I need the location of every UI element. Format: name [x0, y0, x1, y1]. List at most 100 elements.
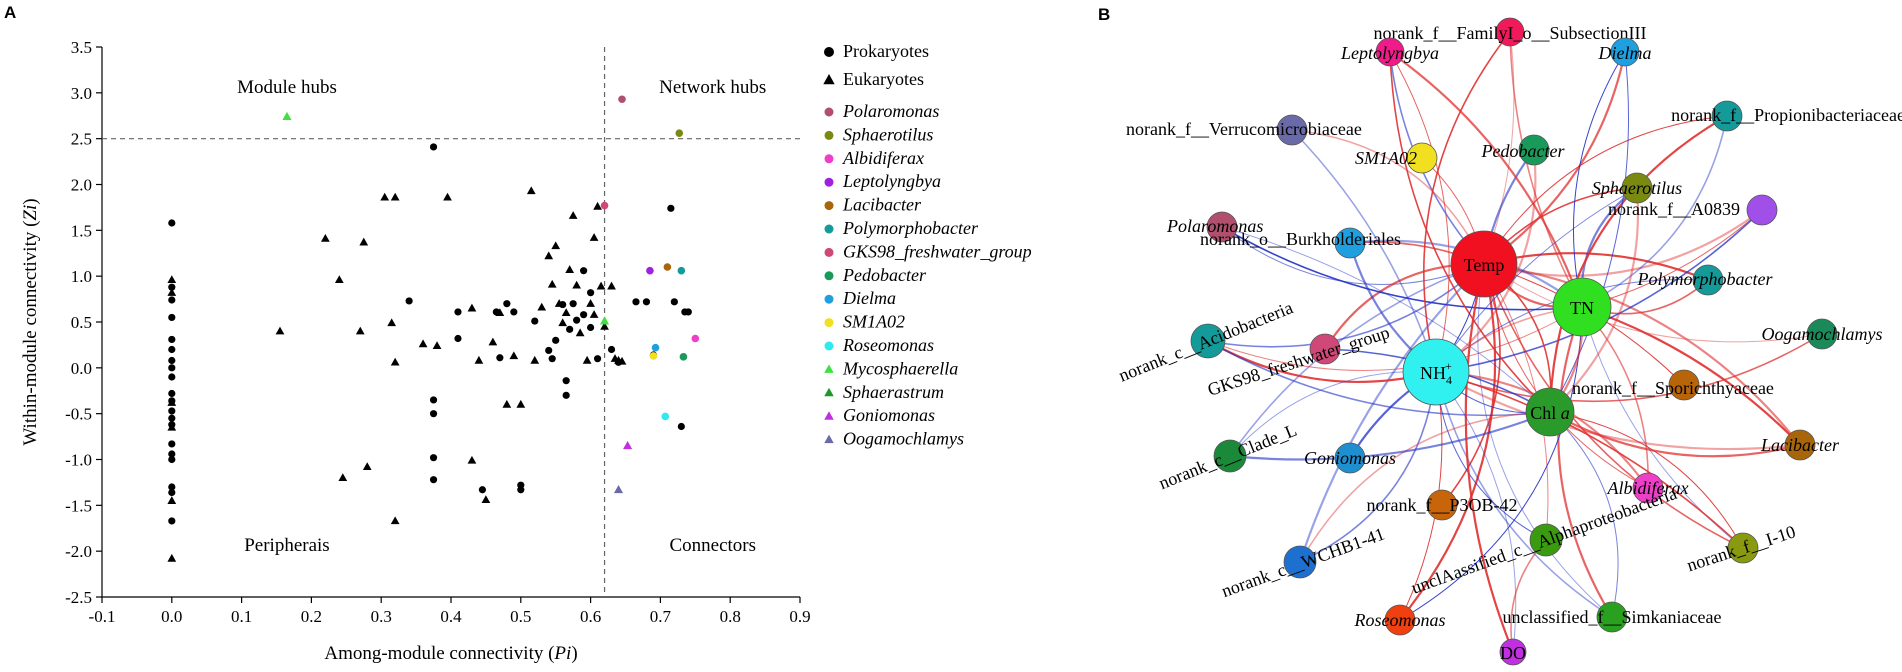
prokaryote-point [548, 355, 556, 363]
prokaryote-point [580, 267, 588, 275]
network-edge [1291, 129, 1437, 373]
network-edge [1435, 333, 1823, 403]
prokaryote-point [496, 354, 504, 362]
prokaryote-point [168, 414, 176, 422]
prokaryote-point [569, 300, 577, 308]
prokaryote-point [168, 483, 176, 491]
point-dielma [651, 343, 660, 352]
quadrant-module-hubs: Module hubs [237, 77, 337, 98]
node-chla [1525, 387, 1575, 437]
node-do [1499, 638, 1527, 666]
eukaryote-point [481, 495, 491, 504]
point-pedobacter [679, 353, 688, 361]
eukaryote-point [582, 355, 592, 364]
node-label-verruco: norank_f__Verrucomicrobiaceae [1126, 119, 1362, 139]
prokaryote-point [454, 334, 462, 343]
legend-marker-lacibacter [824, 201, 834, 211]
legend-taxon-label: Lacibacter [842, 195, 922, 215]
eukaryote-point [390, 516, 400, 525]
legend-taxon-label: Mycosphaerella [842, 358, 958, 378]
network-edge [1389, 51, 1450, 373]
prokaryote-point [168, 488, 176, 497]
prokaryote-point [168, 450, 176, 458]
prokaryote-point [168, 389, 176, 398]
network-edge [1477, 263, 1613, 618]
point-goniomonas [623, 440, 633, 450]
prokaryote-point [587, 289, 595, 297]
quadrant-peripherals: Peripherais [244, 535, 329, 556]
eukaryote-point [474, 355, 484, 364]
x-axis-title: Among-module connectivity (Pi) [324, 643, 577, 664]
eukaryote-point [355, 326, 365, 335]
node-burkholderiales [1334, 227, 1366, 259]
point-sphaerotilus [675, 129, 684, 137]
eukaryote-point [418, 339, 428, 348]
network-edge [1549, 411, 1801, 458]
y-tick-label: -2.5 [65, 588, 92, 607]
quadrant-connectors: Connectors [669, 535, 756, 556]
x-tick-label: 0.3 [371, 607, 392, 626]
eukaryote-point [600, 321, 609, 330]
y-tick-label: 2.0 [71, 176, 92, 195]
y-tick-label: -0.5 [65, 405, 92, 424]
prokaryote-point [517, 486, 525, 494]
eukaryote-point [544, 251, 554, 260]
eukaryote-point [551, 241, 561, 250]
x-tick-label: 0.5 [510, 607, 531, 626]
point-polymorphobacter [677, 266, 686, 275]
prokaryote-point [168, 364, 176, 372]
x-tick-label: 0.2 [301, 607, 322, 626]
eukaryote-point [558, 318, 568, 327]
scatter-legend: Prokaryotes Eukaryotes Polaromonas Sphaerot… [823, 41, 1032, 449]
legend-marker-goniomonas [824, 411, 834, 420]
prokaryote-point [503, 300, 511, 308]
node-propioni [1711, 100, 1743, 132]
point-oogamochlamys [613, 484, 624, 494]
x-tick-label: 0.7 [650, 607, 672, 626]
node-label-roseomonas: Roseomonas [1354, 610, 1446, 630]
prokaryote-point [429, 454, 438, 462]
node-temp [1450, 230, 1518, 298]
network-edge [1435, 209, 1763, 373]
eukaryote-point [362, 462, 372, 471]
point-sm1a02 [649, 352, 658, 360]
eukaryote-point [593, 201, 602, 210]
legend-taxon-label: GKS98_freshwater_group [843, 241, 1032, 261]
network-edge [1581, 115, 1728, 308]
eukaryote-point [537, 302, 547, 311]
eukaryote-point [568, 211, 578, 219]
y-tick-label: 1.5 [71, 221, 92, 240]
panel-a-label: A [4, 3, 16, 22]
prokaryote-point [168, 313, 176, 322]
network-edge [1435, 187, 1638, 373]
legend-taxon-label: Oogamochlamys [843, 429, 964, 449]
eukaryote-point [589, 233, 599, 241]
legend-taxon-label: Pedobacter [842, 265, 927, 285]
legend-marker-sm1a02 [824, 318, 834, 328]
legend-taxon-label: Roseomonas [842, 335, 934, 355]
x-tick-label: -0.1 [89, 607, 116, 626]
network-edge [1548, 115, 1728, 413]
prokaryote-point [429, 410, 438, 418]
eukaryote-point [547, 279, 557, 288]
legend-marker-roseomonas [824, 341, 834, 351]
eukaryote-point [516, 399, 526, 408]
y-tick-label: 0.5 [71, 313, 92, 332]
node-label-lacibacter: Lacibacter [1760, 435, 1840, 455]
node-label-dielma: Dielma [1598, 43, 1652, 63]
legend-taxon-label: Sphaerastrum [843, 382, 944, 402]
legend-marker-sphaerotilus [824, 130, 834, 140]
x-tick-label: 0.0 [161, 607, 182, 626]
node-label-sm1a02: SM1A02 [1355, 148, 1417, 168]
x-tick-label: 0.6 [580, 607, 601, 626]
point-mycosphaerella [282, 111, 292, 121]
prokaryote-point [510, 308, 518, 316]
prokaryote-point [168, 296, 176, 304]
node-albidiferax [1632, 472, 1664, 504]
network-edge [1229, 410, 1551, 461]
prokaryote-point [667, 204, 675, 212]
prokaryote-point [429, 396, 438, 404]
legend-marker-polaromonas [824, 107, 834, 117]
prokaryote-point [405, 297, 413, 305]
legend-taxon-label: Dielma [842, 288, 896, 308]
